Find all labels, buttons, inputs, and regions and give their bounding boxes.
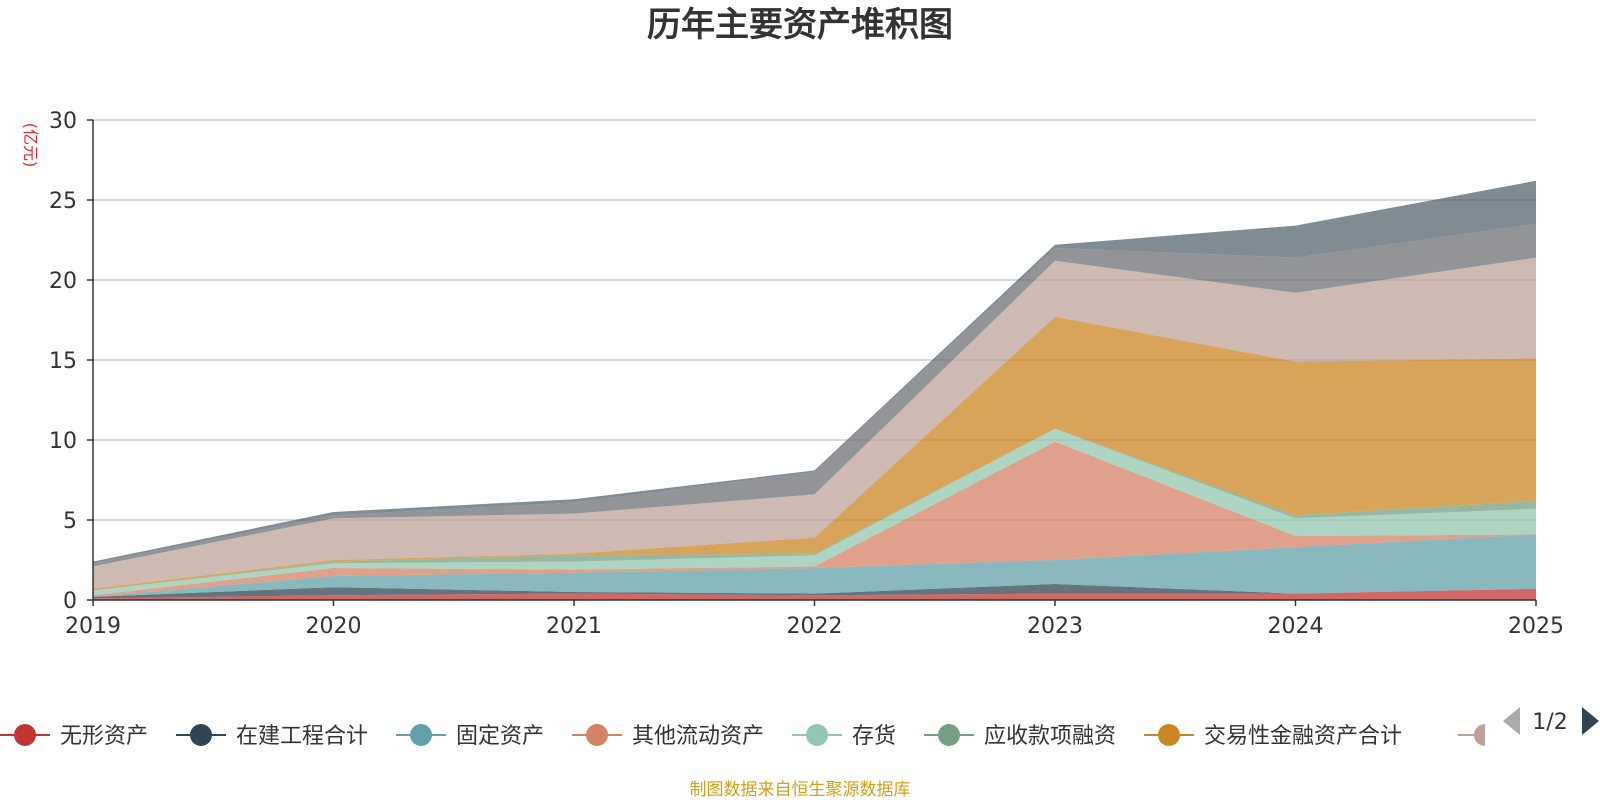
chart-title: 历年主要资产堆积图 (647, 5, 953, 45)
area-series-7 (93, 257, 1536, 589)
y-axis-unit: (亿元) (21, 123, 40, 168)
legend-dot-icon (410, 724, 433, 746)
x-tick-label-2019: 2019 (65, 614, 121, 639)
x-tick-label-2023: 2023 (1027, 614, 1083, 639)
legend-dot-icon (14, 724, 36, 746)
series-areas (93, 180, 1536, 600)
x-tick-label-2024: 2024 (1268, 614, 1324, 639)
legend-dot-icon (806, 724, 829, 746)
legend-item-2[interactable]: 固定资产 (396, 724, 544, 749)
legend-pager: 1/2 (1503, 707, 1599, 735)
x-tick-label-2025: 2025 (1508, 614, 1564, 639)
legend-dot-icon (586, 724, 609, 746)
area-series-8 (93, 224, 1536, 567)
legend-item-partial[interactable] (1458, 724, 1485, 746)
area-series-3 (93, 441, 1536, 597)
legend-dot-icon (1474, 724, 1485, 746)
legend-item-4[interactable]: 存货 (792, 724, 896, 749)
legend-item-1[interactable]: 在建工程合计 (176, 724, 368, 749)
legend-dot-icon (1158, 724, 1181, 746)
area-series-4 (93, 428, 1536, 596)
x-tick-label-2020: 2020 (306, 614, 362, 639)
legend-item-6[interactable]: 交易性金融资产合计 (1144, 724, 1402, 749)
area-series-0 (93, 588, 1536, 600)
y-tick-label-20: 20 (49, 269, 77, 294)
legend-item-5[interactable]: 应收款项融资 (924, 724, 1116, 749)
legend-item-0[interactable]: 无形资产 (0, 724, 148, 749)
y-tick-label-0: 0 (63, 589, 77, 614)
legend-prev-page-icon[interactable] (1503, 707, 1520, 735)
legend-label: 固定资产 (456, 724, 544, 749)
legend-item-3[interactable]: 其他流动资产 (572, 724, 764, 749)
source-note: 制图数据来自恒生聚源数据库 (690, 780, 911, 800)
legend-label: 无形资产 (60, 724, 148, 749)
legend-dot-icon (190, 724, 213, 746)
area-series-9 (93, 180, 1536, 564)
x-tick-label-2022: 2022 (787, 614, 843, 639)
area-series-2 (93, 534, 1536, 597)
area-series-1 (93, 584, 1536, 599)
axes: 2019 2020 2021 2022 2023 2024 2025 (65, 119, 1564, 639)
area-series-6 (93, 316, 1536, 591)
legend-label: 在建工程合计 (236, 724, 368, 749)
legend-dot-icon (938, 724, 961, 746)
legend-page-indicator: 1/2 (1532, 710, 1567, 735)
legend-next-page-icon[interactable] (1582, 707, 1599, 735)
legend-label: 存货 (852, 724, 896, 749)
y-tick-label-10: 10 (49, 429, 77, 454)
y-tick-label-25: 25 (49, 189, 77, 214)
legend-label: 其他流动资产 (632, 724, 764, 749)
y-tick-label-15: 15 (49, 349, 77, 374)
legend-label: 应收款项融资 (984, 724, 1116, 749)
x-tick-label-2021: 2021 (546, 614, 602, 639)
y-tick-label-30: 30 (49, 109, 77, 134)
legend-label: 交易性金融资产合计 (1204, 724, 1402, 749)
y-tick-label-5: 5 (63, 509, 77, 534)
legend: 无形资产 在建工程合计 固定资产 其他流动资产 存货 应收款项融资 交易性金融资产合计 (0, 724, 1485, 749)
